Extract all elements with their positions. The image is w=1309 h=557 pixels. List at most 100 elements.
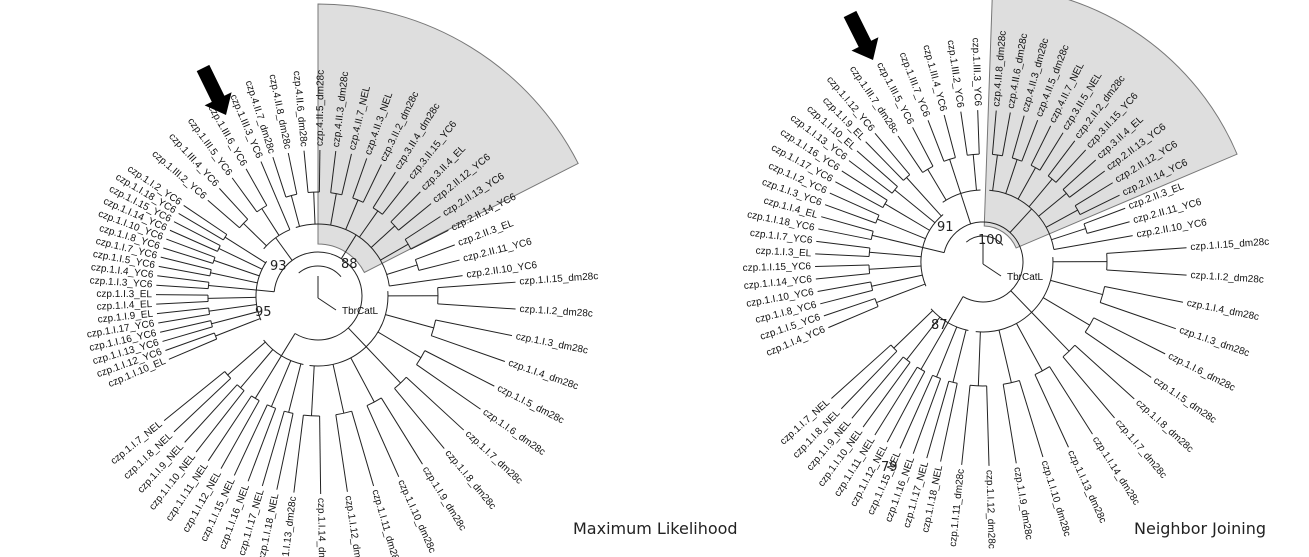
branch: [1017, 167, 1036, 200]
leaf-branch: [874, 132, 911, 175]
branch: [1010, 290, 1032, 313]
branch: [288, 363, 302, 413]
branch: [869, 265, 922, 270]
clade-pointer-arrow-icon: [196, 64, 232, 115]
leaf-branch: [424, 350, 495, 387]
leaf-branch: [1074, 344, 1135, 400]
leaf-branch: [828, 306, 879, 329]
branch: [261, 208, 280, 236]
branch: [236, 384, 245, 391]
leaf-branch: [824, 204, 877, 224]
leaf-branch: [158, 313, 210, 324]
leaf-branch: [1002, 384, 1017, 464]
leaf-branch: [815, 273, 870, 280]
bootstrap-support-value: 79: [881, 460, 898, 475]
leaf-branch: [431, 335, 506, 362]
leaf-branch: [818, 228, 872, 241]
leaf-branch: [162, 326, 213, 342]
leaf-branch: [303, 150, 309, 193]
leaf-branch: [1062, 356, 1115, 419]
leaf-branch: [157, 275, 209, 283]
branch: [1084, 317, 1095, 333]
leaf-branch: [435, 319, 513, 337]
leaf-branch: [1083, 207, 1126, 225]
branch: [416, 350, 426, 365]
ml-tree-panel: TbrCatLczp.1.III.2_YC6czp.1.III.4_YC6czp…: [86, 3, 599, 557]
branch: [345, 199, 359, 230]
branch: [386, 264, 418, 275]
branch: [1050, 279, 1103, 296]
branch: [890, 344, 898, 352]
backbone-arc: [965, 235, 1004, 246]
branch: [290, 195, 301, 227]
branch: [917, 366, 926, 372]
leaf-branch: [1011, 115, 1025, 159]
leaf-branch: [1104, 285, 1184, 303]
branch: [215, 318, 261, 337]
leaf-branch: [160, 320, 211, 333]
leaf-branch: [352, 158, 368, 199]
leaf-branch: [437, 281, 516, 289]
group-dm28c-leaf-label: czp.1.I.11_dm28c: [948, 468, 967, 547]
branch: [891, 186, 898, 194]
leaf-branch: [986, 385, 990, 466]
leaf-branch: [1087, 221, 1130, 234]
leaf-branch: [940, 383, 958, 462]
leaf-branch: [960, 111, 968, 156]
branch: [1009, 208, 1033, 233]
leaf-branch: [261, 411, 285, 487]
group-YC6-EL-leaf-label: czp.1.I.3_YC6: [89, 275, 153, 290]
branch: [370, 225, 396, 248]
branch: [347, 327, 367, 348]
leaf-branch: [1074, 182, 1113, 207]
branch: [977, 331, 981, 386]
leaf-branch: [1062, 159, 1097, 190]
leaf-branch: [1093, 317, 1166, 355]
bootstrap-support-value: 100: [978, 233, 1003, 248]
branch: [871, 274, 923, 287]
backbone-arc: [298, 265, 342, 278]
branch: [256, 205, 268, 213]
branch: [332, 364, 345, 414]
branch: [340, 234, 357, 259]
leaf-branch: [156, 307, 209, 315]
leaf-branch: [165, 332, 215, 351]
leaf-branch: [1079, 194, 1120, 215]
leaf-branch: [1049, 366, 1093, 435]
leaf-branch: [821, 216, 874, 232]
branch: [972, 154, 977, 191]
leaf-branch: [319, 415, 322, 494]
leaf-branch: [160, 256, 212, 271]
branch: [992, 154, 998, 191]
branch: [330, 192, 342, 196]
leaf-branch: [912, 378, 942, 454]
branch: [218, 247, 263, 270]
group-YC6-EL-leaf-label: czp.1.I.3_EL: [755, 246, 811, 260]
leaf-branch: [1055, 149, 1087, 183]
branch: [240, 349, 274, 389]
outgroup-branch: [982, 263, 1002, 277]
ml-tree-title: Maximum Likelihood: [573, 519, 738, 538]
clade-pointer-arrow-icon: [843, 10, 879, 60]
branch: [1083, 223, 1088, 234]
leaf-branch: [1001, 112, 1011, 156]
branch: [211, 311, 259, 325]
branch: [1016, 323, 1043, 372]
leaf-branch: [437, 303, 516, 310]
leaf-branch: [961, 385, 971, 465]
bootstrap-support-value: 91: [937, 220, 954, 235]
leaf-branch: [233, 404, 268, 476]
outgroup-label: TbrCatL: [342, 306, 379, 317]
nj-tree-title: Neighbor Joining: [1134, 519, 1266, 538]
leaf-branch: [394, 388, 445, 449]
leaf-branch: [218, 188, 249, 220]
branch: [947, 296, 964, 323]
leaf-branch: [415, 244, 455, 261]
leaf-branch: [158, 265, 210, 277]
branch: [313, 192, 316, 225]
leaf-branch: [163, 247, 214, 264]
leaf-branch: [231, 177, 258, 213]
leaf-branch: [195, 390, 245, 453]
branch: [366, 397, 382, 407]
leaf-branch: [927, 120, 945, 162]
